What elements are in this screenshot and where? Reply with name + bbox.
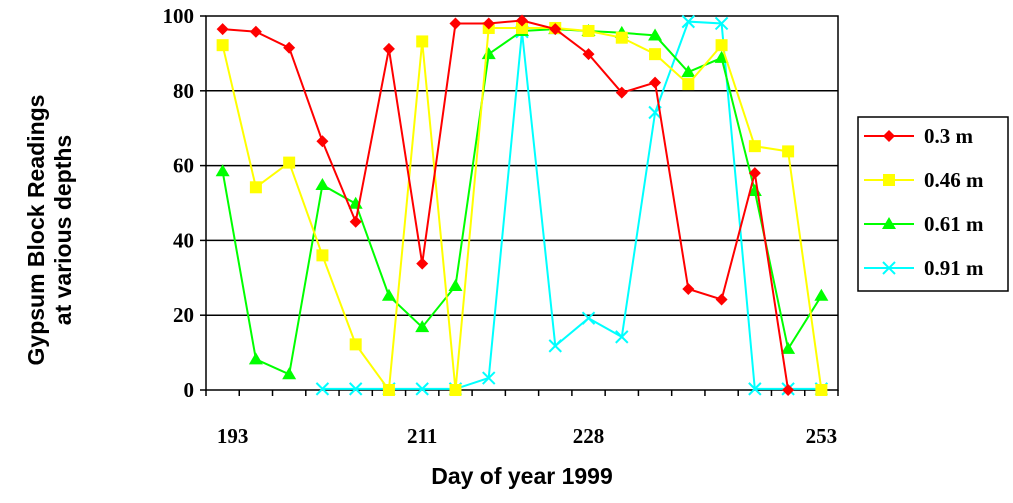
data-point — [416, 35, 429, 48]
y-tick-label: 0 — [184, 378, 195, 402]
series-0-61-m — [215, 22, 829, 380]
legend-item: 0.46 m — [864, 168, 984, 192]
data-point — [715, 39, 728, 52]
series-0-46-m — [216, 21, 828, 396]
data-point — [782, 145, 795, 158]
data-point — [215, 164, 230, 177]
data-point — [548, 339, 562, 353]
data-point — [315, 178, 330, 191]
data-point — [449, 384, 462, 396]
gridlines — [206, 90, 838, 316]
x-tick-label: 253 — [806, 424, 838, 448]
data-point — [449, 17, 462, 30]
data-point — [649, 76, 662, 89]
x-tick-label: 228 — [573, 424, 605, 448]
data-point — [582, 48, 595, 61]
legend-swatch-marker — [882, 261, 896, 275]
y-tick-label: 80 — [173, 79, 194, 103]
plot-area-frame — [205, 15, 839, 391]
series-lines — [215, 14, 829, 396]
data-point — [348, 382, 363, 396]
data-point — [615, 86, 628, 99]
data-point — [381, 288, 396, 301]
data-point — [216, 23, 229, 36]
y-tick-label: 20 — [173, 303, 194, 327]
x-axis-ticks: 193 211 228 253 — [205, 390, 839, 448]
data-point — [648, 28, 663, 41]
data-point — [382, 42, 395, 55]
data-point — [315, 382, 330, 396]
y-axis-title: Gypsum Block Readings at various depths — [23, 95, 76, 366]
data-point — [482, 371, 496, 385]
data-point — [316, 135, 329, 148]
legend-label: 0.91 m — [924, 256, 984, 280]
data-point — [682, 78, 695, 91]
x-tick-label: 193 — [217, 424, 249, 448]
data-point — [748, 140, 761, 153]
data-point — [249, 25, 262, 38]
y-tick-label: 60 — [173, 154, 194, 178]
legend-label: 0.61 m — [924, 212, 984, 236]
legend-swatch-marker — [883, 130, 895, 142]
data-point — [682, 283, 695, 296]
data-point — [782, 384, 795, 396]
data-point — [681, 65, 696, 78]
data-point — [216, 39, 229, 52]
data-point — [615, 330, 629, 344]
legend-swatch-marker — [883, 174, 895, 186]
data-point — [748, 382, 762, 396]
data-point — [448, 279, 463, 292]
legend-item: 0.91 m — [864, 256, 984, 280]
data-point — [415, 382, 429, 396]
data-point — [482, 17, 495, 30]
data-point — [615, 31, 628, 44]
series-line — [221, 28, 823, 376]
data-point — [516, 21, 528, 34]
legend-label: 0.3 m — [924, 124, 974, 148]
data-point — [416, 257, 429, 270]
series-line — [322, 20, 822, 390]
legend-item: 0.3 m — [864, 124, 974, 148]
data-point — [283, 41, 296, 54]
data-point — [248, 352, 263, 365]
data-point — [781, 341, 796, 354]
data-point — [715, 293, 728, 306]
data-point — [415, 320, 430, 333]
series-line — [221, 27, 823, 393]
data-point — [748, 167, 761, 180]
data-point — [581, 311, 596, 325]
data-point — [582, 24, 595, 37]
data-point — [549, 23, 562, 36]
data-point — [481, 47, 496, 60]
y-tick-label: 40 — [173, 228, 194, 252]
legend-item: 0.61 m — [864, 212, 984, 236]
y-axis-title-line-2: at various depths — [50, 135, 76, 325]
data-point — [283, 156, 296, 169]
data-point — [815, 384, 828, 396]
data-point — [814, 288, 829, 301]
data-point — [249, 181, 262, 194]
x-axis-title: Day of year 1999 — [431, 463, 613, 489]
y-tick-label: 100 — [163, 4, 195, 28]
data-point — [681, 14, 696, 29]
data-point — [714, 16, 729, 31]
legend: 0.3 m 0.46 m 0.61 m 0.91 m — [857, 116, 1009, 292]
data-point — [649, 48, 662, 61]
data-point — [282, 367, 297, 380]
data-point — [516, 14, 528, 27]
data-point — [316, 249, 329, 262]
data-point — [382, 384, 395, 396]
data-point — [349, 215, 362, 228]
series-0-3-m — [216, 14, 795, 396]
y-axis-title-line-1: Gypsum Block Readings — [23, 95, 49, 366]
legend-label: 0.46 m — [924, 168, 984, 192]
data-point — [349, 338, 362, 351]
y-axis-ticks: 0 20 40 60 80 100 — [163, 4, 206, 402]
legend-swatch-marker — [882, 217, 896, 229]
series-line — [222, 19, 790, 391]
x-tick-label: 211 — [407, 424, 437, 448]
data-point — [714, 50, 729, 63]
